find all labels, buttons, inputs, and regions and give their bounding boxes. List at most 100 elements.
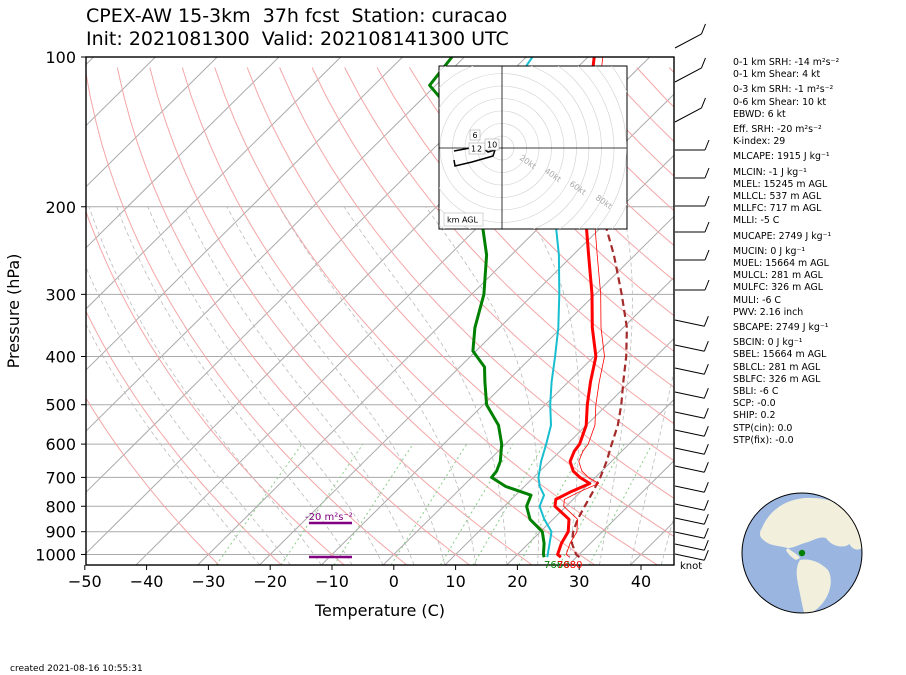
mixing-ratio-line <box>439 443 514 565</box>
dry-adiabat <box>214 67 658 565</box>
stat-line: STP(fix): -0.0 <box>733 434 794 446</box>
dry-adiabat <box>116 67 470 565</box>
stat-line: 0-6 km Shear: 10 kt <box>733 96 827 108</box>
stat-line: MULCL: 281 m AGL <box>733 270 823 282</box>
dry-adiabat <box>86 70 408 565</box>
moist-adiabat <box>226 206 446 565</box>
stat-line: K-index: 29 <box>733 136 786 148</box>
stat-line: MUCAPE: 2749 J kg⁻¹ <box>733 230 832 242</box>
dry-adiabat <box>473 67 674 282</box>
x-tick-label: 30 <box>569 572 589 591</box>
y-tick-label: 700 <box>45 468 76 487</box>
hodo-height-label: 2 <box>477 145 482 154</box>
x-tick-label: 0 <box>389 572 399 591</box>
hodo-legend: km AGL <box>447 216 479 225</box>
temperature-profile <box>553 57 598 559</box>
stat-line: SBLFC: 326 m AGL <box>733 373 821 385</box>
stat-line: SHIP: 0.2 <box>733 410 776 422</box>
wind-barb-flag <box>703 426 709 437</box>
dry-adiabat <box>149 67 533 565</box>
stat-line: MUCIN: 0 J kg⁻¹ <box>733 245 806 257</box>
wind-barbs <box>674 23 710 561</box>
stat-line: MLLCL: 537 m AGL <box>733 191 822 203</box>
wind-barb-flag <box>703 341 709 352</box>
wind-barb <box>674 411 705 419</box>
y-tick-label: 100 <box>45 48 76 67</box>
x-axis-label: Temperature (C) <box>314 601 445 620</box>
wind-barb <box>674 517 705 525</box>
inflow-srh-label: -20 m²s⁻² <box>305 512 353 523</box>
dry-adiabat <box>181 67 596 565</box>
wind-barb <box>674 503 705 511</box>
stat-line: MLLI: -5 C <box>733 215 780 227</box>
isotherm <box>259 154 674 565</box>
x-tick-label: −40 <box>130 572 164 591</box>
y-tick-label: 400 <box>45 348 76 367</box>
wind-barb-flag <box>704 221 710 233</box>
stat-line: SBLCL: 281 m AGL <box>733 361 821 373</box>
wind-barb-flag <box>703 528 709 539</box>
parcel-profile <box>553 95 629 559</box>
sounding-indices: 0-1 km SRH: -14 m²s⁻² 0-1 km Shear: 4 kt… <box>733 57 839 447</box>
moist-adiabat <box>183 206 415 565</box>
chart-title-line2: Init: 2021081300 Valid: 202108141300 UTC <box>86 28 509 50</box>
wind-barb-flag <box>704 249 710 261</box>
isotherm <box>86 57 342 310</box>
wind-barb <box>674 531 705 539</box>
moist-adiabat <box>278 206 477 565</box>
moist-adiabat <box>599 206 633 565</box>
stat-line: MULFC: 326 m AGL <box>733 282 823 294</box>
surface-temperature-label: 7680 <box>557 560 582 571</box>
wind-unit-label: knot <box>680 561 702 572</box>
isotherm <box>86 57 403 371</box>
stat-line: SBCIN: 0 J kg⁻¹ <box>733 337 803 349</box>
station-marker <box>798 549 806 557</box>
wind-barb-flag <box>703 408 709 419</box>
dry-adiabat <box>409 67 674 352</box>
moist-adiabat <box>425 206 540 565</box>
stat-line: SBEL: 15664 m AGL <box>733 349 827 361</box>
hodo-height-label: 10 <box>487 141 497 150</box>
wind-barb <box>674 543 705 551</box>
wind-barb <box>674 67 702 83</box>
wind-barb <box>674 319 705 327</box>
stat-line: 0-3 km SRH: -1 m²s⁻² <box>733 84 834 96</box>
stat-line: SBCAPE: 2749 J kg⁻¹ <box>733 322 829 334</box>
moist-adiabat <box>116 206 353 565</box>
isotherm <box>568 460 674 565</box>
wind-barb-flag <box>701 23 706 35</box>
wind-barb-flag <box>703 500 709 511</box>
wind-barb <box>674 107 702 123</box>
chart-title-line1: CPEX-AW 15-3km 37h fcst Station: curacao <box>86 5 508 27</box>
stat-line: MLLFC: 717 m AGL <box>733 203 822 215</box>
wind-barb <box>674 33 702 49</box>
location-globe <box>741 492 863 614</box>
dry-adiabat <box>86 310 282 565</box>
stat-line: MLCIN: -1 J kg⁻¹ <box>733 166 807 178</box>
isotherm <box>86 57 156 127</box>
dry-adiabat <box>376 67 674 388</box>
x-tick-label: 20 <box>507 572 527 591</box>
mixing-ratio-line <box>472 443 545 565</box>
wind-barb-flag <box>704 279 710 291</box>
x-tick-label: −30 <box>192 572 226 591</box>
isotherm <box>86 57 465 432</box>
stat-line: 0-1 km Shear: 4 kt <box>733 69 821 81</box>
dry-adiabat <box>86 397 220 565</box>
wind-barb-flag <box>703 514 709 525</box>
stat-line: SCP: -0.0 <box>733 398 776 410</box>
stat-line: STP(cin): 0.0 <box>733 422 793 434</box>
dry-adiabat <box>441 67 674 317</box>
created-timestamp: created 2021-08-16 10:55:31 <box>10 664 143 674</box>
wind-barb-flag <box>703 316 709 327</box>
isotherm <box>86 57 280 249</box>
moist-adiabat <box>86 266 291 565</box>
y-tick-label: 1000 <box>35 545 76 564</box>
x-tick-label: −50 <box>68 572 102 591</box>
hodo-height-label: 6 <box>473 131 478 140</box>
wind-barb <box>674 447 705 455</box>
wind-barb <box>674 485 705 493</box>
dry-adiabat <box>279 67 674 499</box>
isotherm <box>506 398 674 565</box>
wind-barb <box>674 553 705 561</box>
